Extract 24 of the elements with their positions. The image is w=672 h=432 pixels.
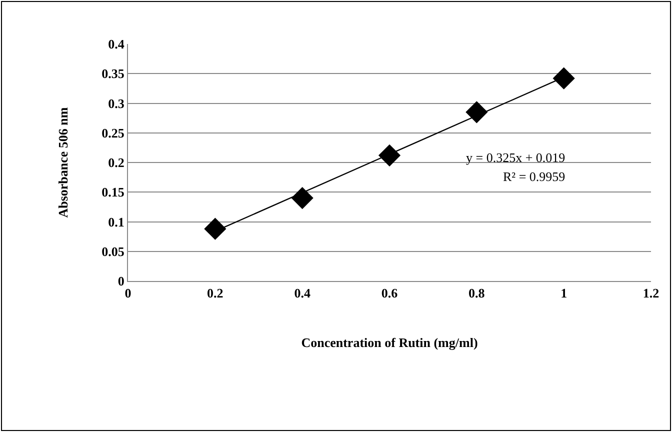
y-tick-label: 0.15 [102,184,125,200]
x-tick-label: 0.2 [207,286,224,301]
x-tick-label: 0.8 [468,286,486,301]
y-tick-label: 0.35 [102,66,125,82]
x-axis-title: Concentration of Rutin (mg/ml) [301,335,478,350]
point [378,144,401,166]
x-tick-label: 1.2 [642,286,660,301]
y-tick-label: 0.3 [108,96,125,111]
point [204,218,226,240]
point [466,101,488,124]
y-tick-label: 0.05 [102,244,125,259]
x-tick-label: 0.4 [294,286,311,301]
y-axis-title: Absorbance 506 nm [56,107,71,218]
y-tick-label: 0.4 [108,36,125,52]
y-tick-label: 0.2 [108,155,124,170]
x-tick-label: 0.6 [381,286,398,301]
point [552,67,575,90]
y-tick-label: 0 [118,274,124,289]
annotation: R² = 0.9959 [503,169,566,184]
point [291,187,314,210]
annotation: y = 0.325x + 0.019 [466,150,566,165]
y-tick-label: 0.1 [108,214,124,230]
x-tick-label: 1 [560,286,568,301]
y-tick-label: 0.25 [102,125,125,140]
